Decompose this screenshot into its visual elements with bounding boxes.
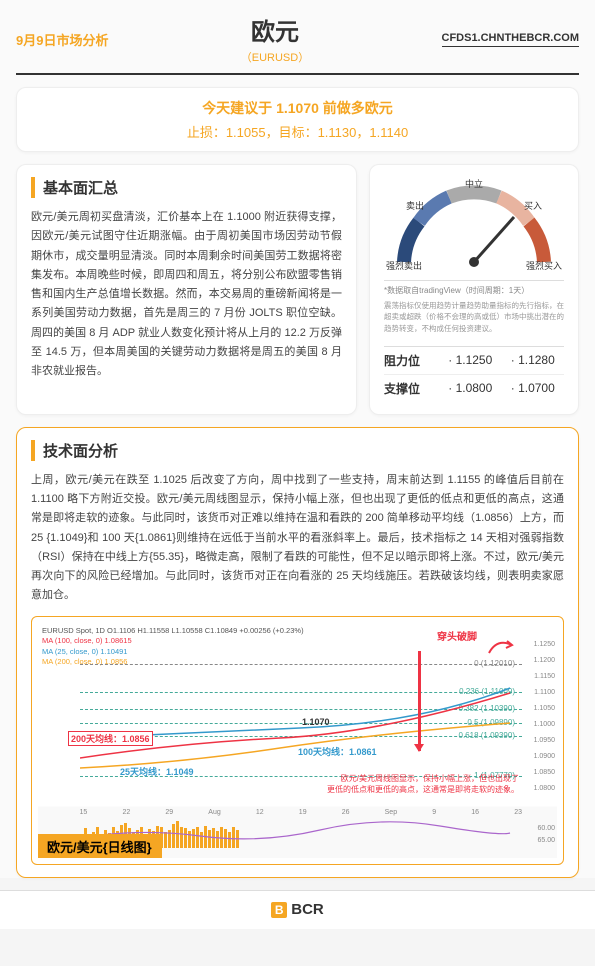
technical-card: 技术面分析 上周，欧元/美元在跌至 1.1025 后改变了方向，周中找到了一些支… [16, 427, 579, 878]
y-axis-label: 65.00 [537, 837, 555, 844]
levels-table: 阻力位 1.1250 1.1280 支撑位 1.0800 1.0700 [384, 346, 564, 402]
technical-title: 技术面分析 [31, 440, 564, 461]
x-axis-label: 26 [342, 809, 350, 816]
gauge-sell-label: 卖出 [406, 199, 424, 212]
gauge-note: *数据取自tradingView（时间周期：1天） [384, 280, 564, 296]
gauge-strongbuy-label: 强烈买入 [526, 259, 562, 272]
logo-icon: B [271, 902, 287, 918]
y-axis-label: 1.1050 [534, 705, 555, 712]
y-axis-label: 1.1100 [534, 689, 555, 696]
fundamental-title: 基本面汇总 [31, 177, 342, 198]
row2: 基本面汇总 欧元/美元周初买盘清淡，汇价基本上在 1.1000 附近获得支撑，因… [16, 164, 579, 427]
header: 9月9日市场分析 欧元 （EURUSD） CFDS1.CHNTHEBCR.COM [16, 12, 579, 75]
support-row: 支撑位 1.0800 1.0700 [384, 374, 564, 402]
y-axis-label: 1.1000 [534, 721, 555, 728]
page-title: 欧元 [108, 12, 441, 47]
y-axis-label: 1.0950 [534, 737, 555, 744]
x-axis-label: Sep [385, 809, 397, 816]
gauge-buy-label: 买入 [524, 199, 542, 212]
title-block: 欧元 （EURUSD） [108, 12, 441, 65]
fundamental-card: 基本面汇总 欧元/美元周初买盘清淡，汇价基本上在 1.1000 附近获得支撑，因… [16, 164, 357, 415]
down-arrow-icon [418, 651, 421, 751]
page-subtitle: （EURUSD） [108, 49, 441, 65]
chart-red-note: 欧元/美元周线图显示，保持小幅上涨，但也出现了 更低的低点和更低的高点，这通常是… [327, 773, 519, 795]
page: 9月9日市场分析 欧元 （EURUSD） CFDS1.CHNTHEBCR.COM… [0, 0, 595, 878]
x-axis-label: Aug [208, 809, 220, 816]
x-axis-label: 29 [165, 809, 173, 816]
footer-logo: B BCR [271, 901, 324, 918]
y-axis-label: 1.0800 [534, 785, 555, 792]
gauge: 中立 卖出 买入 强烈卖出 强烈买入 [384, 177, 564, 272]
chart-container: EURUSD Spot, 1D O1.1106 H1.11558 L1.1055… [31, 616, 564, 865]
y-axis-label: 1.1250 [534, 641, 555, 648]
y-axis-label: 1.0850 [534, 769, 555, 776]
price-label: 1.1070 [300, 717, 332, 727]
resistance-label: 阻力位 [384, 352, 439, 369]
y-axis-label: 1.0900 [534, 753, 555, 760]
resistance-v2: 1.1280 [511, 353, 555, 367]
x-axis-label: 19 [299, 809, 307, 816]
gauge-card: 中立 卖出 买入 强烈卖出 强烈买入 *数据取自tradingView（时间周期… [369, 164, 579, 415]
source-url: CFDS1.CHNTHEBCR.COM [442, 32, 580, 47]
support-v1: 1.0800 [448, 381, 492, 395]
y-axis-label: 1.1150 [534, 673, 555, 680]
candlestick-chart: EURUSD Spot, 1D O1.1106 H1.11558 L1.1055… [38, 623, 557, 858]
x-axis-label: 12 [256, 809, 264, 816]
curve-arrow-icon [487, 633, 517, 663]
x-axis-label: 23 [514, 809, 522, 816]
resistance-v1: 1.1250 [448, 353, 492, 367]
chart-red-title: 穿头破脚 [437, 628, 477, 643]
support-label: 支撑位 [384, 380, 439, 397]
recommendation-line1: 今天建议于 1.1070 前做多欧元 [27, 98, 568, 118]
y-axis-label: 60.00 [537, 825, 555, 832]
recommendation-line2: 止损：1.1055，目标：1.1130，1.1140 [27, 122, 568, 141]
date-label: 9月9日市场分析 [16, 30, 108, 49]
x-axis-label: 16 [471, 809, 479, 816]
footer: B BCR [0, 890, 595, 929]
ma100-label: 100天均线：1.0861 [296, 745, 379, 758]
brand-name: BCR [291, 901, 324, 918]
gauge-center-label: 中立 [465, 177, 483, 190]
support-v2: 1.0700 [511, 381, 555, 395]
resistance-row: 阻力位 1.1250 1.1280 [384, 346, 564, 374]
ma25-label: 25天均线：1.1049 [118, 765, 196, 778]
chart-tag: 欧元/美元{日线图} [38, 834, 162, 858]
legend-main: EURUSD Spot, 1D O1.1106 H1.11558 L1.1055… [42, 626, 304, 637]
y-axis-label: 1.1200 [534, 657, 555, 664]
gauge-strongsell-label: 强烈卖出 [386, 259, 422, 272]
gauge-caption: 震荡指标仅使用趋势计量趋势助量指标的先行指标，在超卖或超跌（价格不会理的高或低）… [384, 300, 564, 334]
fundamental-text: 欧元/美元周初买盘清淡，汇价基本上在 1.1000 附近获得支撑，因欧元/美元试… [31, 208, 342, 381]
recommendation-card: 今天建议于 1.1070 前做多欧元 止损：1.1055，目标：1.1130，1… [16, 87, 579, 152]
technical-text: 上周，欧元/美元在跌至 1.1025 后改变了方向，周中找到了一些支持，周末前达… [31, 471, 564, 606]
x-axis-label: 15 [80, 809, 88, 816]
ma200-label: 200天均线：1.0856 [68, 731, 153, 746]
x-axis-label: 9 [432, 809, 436, 816]
x-axis-label: 22 [122, 809, 130, 816]
x-axis: 15 22 29 Aug 12 19 26 Sep 9 16 23 [80, 809, 522, 816]
